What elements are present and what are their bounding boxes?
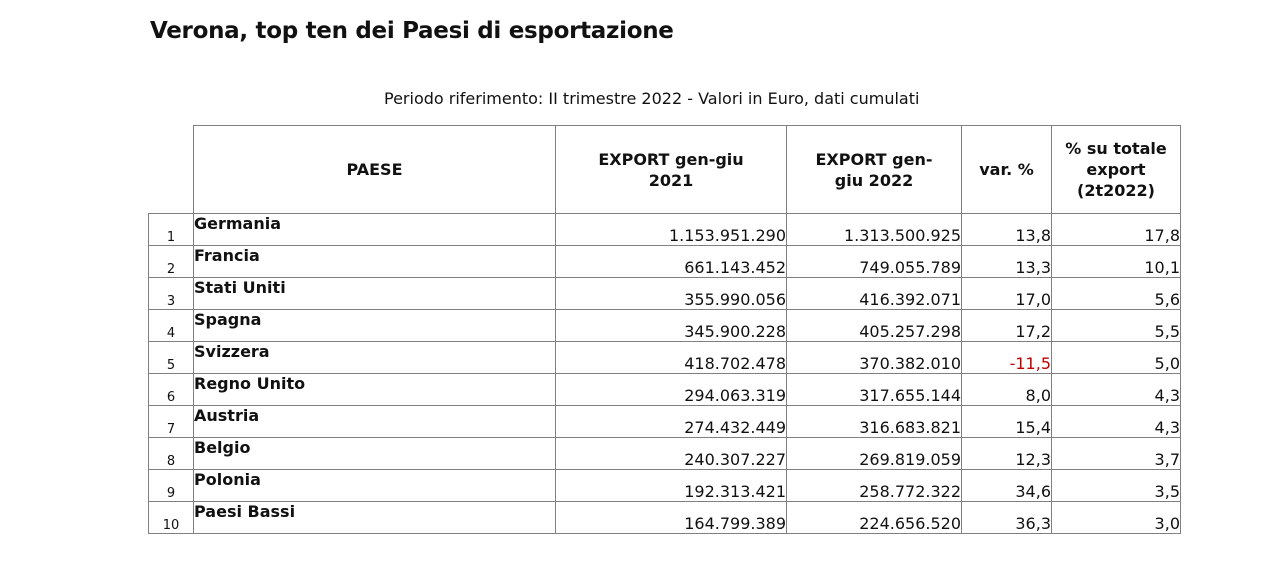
table-row: 2 Francia 661.143.452 749.055.789 13,3 10,1 [148,245,1181,278]
share-cell: 3,0 [1051,501,1181,534]
share-cell: 4,3 [1051,373,1181,406]
export-2021-cell: 164.799.389 [555,501,787,534]
rank-cell: 6 [148,373,194,406]
country-cell: Germania [193,213,556,246]
rank-cell: 5 [148,341,194,374]
table-row: 8 Belgio 240.307.227 269.819.059 12,3 3,7 [148,437,1181,470]
var-cell: 8,0 [961,373,1052,406]
country-cell: Paesi Bassi [193,501,556,534]
rank-cell: 2 [148,245,194,278]
var-cell: 13,3 [961,245,1052,278]
var-cell: 34,6 [961,469,1052,502]
var-cell: 36,3 [961,501,1052,534]
country-cell: Svizzera [193,341,556,374]
table-row: 7 Austria 274.432.449 316.683.821 15,4 4,3 [148,405,1181,438]
export-2021-cell: 355.990.056 [555,277,787,310]
share-cell: 3,5 [1051,469,1181,502]
export-table: PAESE EXPORT gen-giu 2021 EXPORT gen-giu… [148,125,1181,534]
header-var: var. % [961,125,1052,214]
var-cell: 12,3 [961,437,1052,470]
page-title: Verona, top ten dei Paesi di esportazion… [150,18,674,44]
header-export-2022: EXPORT gen-giu 2022 [786,125,962,214]
header-share: % su totale export (2t2022) [1051,125,1181,214]
var-cell: 17,2 [961,309,1052,342]
export-2021-cell: 661.143.452 [555,245,787,278]
export-2022-cell: 370.382.010 [786,341,962,374]
share-cell: 10,1 [1051,245,1181,278]
var-cell: 15,4 [961,405,1052,438]
table-body: 1 Germania 1.153.951.290 1.313.500.925 13,8 1… [148,213,1181,534]
country-cell: Regno Unito [193,373,556,406]
export-2022-cell: 317.655.144 [786,373,962,406]
table-subtitle: Periodo riferimento: II trimestre 2022 -… [384,89,920,108]
export-2021-cell: 418.702.478 [555,341,787,374]
rank-cell: 4 [148,309,194,342]
table-row: 3 Stati Uniti 355.990.056 416.392.071 17,0 5,… [148,277,1181,310]
share-cell: 5,5 [1051,309,1181,342]
table-row: 10 Paesi Bassi 164.799.389 224.656.520 36,3 3… [148,501,1181,534]
header-paese: PAESE [193,125,556,214]
rank-cell: 1 [148,213,194,246]
export-2022-cell: 224.656.520 [786,501,962,534]
rank-cell: 7 [148,405,194,438]
country-cell: Austria [193,405,556,438]
country-cell: Spagna [193,309,556,342]
rank-cell: 10 [148,501,194,534]
share-cell: 4,3 [1051,405,1181,438]
var-cell: -11,5 [961,341,1052,374]
export-2022-cell: 269.819.059 [786,437,962,470]
export-2021-cell: 1.153.951.290 [555,213,787,246]
table-header-row: PAESE EXPORT gen-giu 2021 EXPORT gen-giu… [148,125,1181,214]
export-2021-cell: 192.313.421 [555,469,787,502]
header-export-2021: EXPORT gen-giu 2021 [555,125,787,214]
export-2022-cell: 416.392.071 [786,277,962,310]
table-row: 4 Spagna 345.900.228 405.257.298 17,2 5,5 [148,309,1181,342]
export-2022-cell: 258.772.322 [786,469,962,502]
country-cell: Francia [193,245,556,278]
export-2022-cell: 405.257.298 [786,309,962,342]
var-cell: 17,0 [961,277,1052,310]
export-2021-cell: 345.900.228 [555,309,787,342]
country-cell: Stati Uniti [193,277,556,310]
export-2021-cell: 294.063.319 [555,373,787,406]
export-2022-cell: 749.055.789 [786,245,962,278]
share-cell: 17,8 [1051,213,1181,246]
country-cell: Belgio [193,437,556,470]
share-cell: 3,7 [1051,437,1181,470]
country-cell: Polonia [193,469,556,502]
export-2021-cell: 274.432.449 [555,405,787,438]
rank-cell: 8 [148,437,194,470]
share-cell: 5,6 [1051,277,1181,310]
table-row: 5 Svizzera 418.702.478 370.382.010 -11,5 5,0 [148,341,1181,374]
table-row: 6 Regno Unito 294.063.319 317.655.144 8,0 4,3 [148,373,1181,406]
var-cell: 13,8 [961,213,1052,246]
table-row: 1 Germania 1.153.951.290 1.313.500.925 13,8 1… [148,213,1181,246]
export-2022-cell: 316.683.821 [786,405,962,438]
share-cell: 5,0 [1051,341,1181,374]
rank-cell: 3 [148,277,194,310]
export-2021-cell: 240.307.227 [555,437,787,470]
export-2022-cell: 1.313.500.925 [786,213,962,246]
table-row: 9 Polonia 192.313.421 258.772.322 34,6 3,5 [148,469,1181,502]
rank-header [148,125,194,214]
rank-cell: 9 [148,469,194,502]
